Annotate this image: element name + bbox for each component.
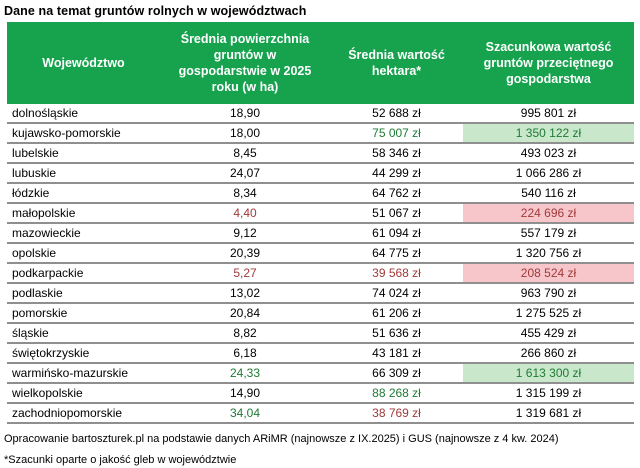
table-row: łódzkie 8,34 64 762 zł 540 116 zł xyxy=(7,183,634,204)
table-row: podlaskie 13,02 74 024 zł 963 790 zł xyxy=(7,283,634,304)
cell-wartosc-hektara: 61 206 zł xyxy=(330,303,463,324)
cell-wartosc-hektara: 43 181 zł xyxy=(330,343,463,364)
table-row: warmińsko-mazurskie 24,33 66 309 zł 1 613 3… xyxy=(7,363,634,384)
cell-wojewodztwo: śląskie xyxy=(7,323,160,344)
cell-wartosc-hektara: 44 299 zł xyxy=(330,163,463,184)
page-title: Dane na temat gruntów rolnych w wojewódz… xyxy=(4,4,307,18)
table-row: pomorskie 20,84 61 206 zł 1 275 525 zł xyxy=(7,303,634,324)
header-row: Województwo Średnia powierzchnia gruntów… xyxy=(7,22,634,104)
cell-wartosc-hektara: 75 007 zł xyxy=(330,123,463,144)
cell-wartosc-gospodarstwa: 1 350 122 zł xyxy=(463,123,634,144)
cell-wojewodztwo: zachodniopomorskie xyxy=(7,403,160,424)
cell-wartosc-hektara: 58 346 zł xyxy=(330,143,463,164)
table-row: kujawsko-pomorskie 18,00 75 007 zł 1 350 12… xyxy=(7,123,634,144)
table-row: lubelskie 8,45 58 346 zł 493 023 zł xyxy=(7,143,634,164)
cell-wartosc-hektara: 38 769 zł xyxy=(330,403,463,424)
cell-powierzchnia-ha: 9,12 xyxy=(160,223,330,244)
cell-wartosc-gospodarstwa: 1 066 286 zł xyxy=(463,163,634,184)
cell-wartosc-gospodarstwa: 963 790 zł xyxy=(463,283,634,304)
cell-wojewodztwo: małopolskie xyxy=(7,203,160,224)
column-header-srednia-wartosc-hektara: Średnia wartość hektara* xyxy=(348,47,445,78)
footnotes: Opracowanie bartoszturek.pl na podstawie… xyxy=(0,424,640,466)
cell-powierzchnia-ha: 4,40 xyxy=(160,203,330,224)
cell-wartosc-gospodarstwa: 224 696 zł xyxy=(463,203,634,224)
cell-wartosc-hektara: 51 636 zł xyxy=(330,323,463,344)
table-row: podkarpackie 5,27 39 568 zł 208 524 zł xyxy=(7,263,634,284)
source-note: Opracowanie bartoszturek.pl na podstawie… xyxy=(4,433,559,445)
cell-wartosc-hektara: 66 309 zł xyxy=(330,363,463,384)
cell-wartosc-hektara: 51 067 zł xyxy=(330,203,463,224)
cell-wartosc-gospodarstwa: 1 613 300 zł xyxy=(463,363,634,384)
column-header-szacunkowa-wartosc: Szacunkowa wartość gruntów przeciętnego … xyxy=(483,39,614,87)
cell-powierzchnia-ha: 8,34 xyxy=(160,183,330,204)
column-header-wojewodztwo: Województwo xyxy=(42,55,125,70)
cell-powierzchnia-ha: 24,07 xyxy=(160,163,330,184)
cell-wojewodztwo: wielkopolskie xyxy=(7,383,160,404)
cell-wartosc-gospodarstwa: 455 429 zł xyxy=(463,323,634,344)
table-row: dolnośląskie 18,90 52 688 zł 995 801 zł xyxy=(7,104,634,124)
data-table: Województwo Średnia powierzchnia gruntów… xyxy=(7,22,634,424)
asterisk-note: *Szacunki oparte o jakość gleb w wojewód… xyxy=(4,454,237,466)
cell-wojewodztwo: lubelskie xyxy=(7,143,160,164)
table-row: śląskie 8,82 51 636 zł 455 429 zł xyxy=(7,323,634,344)
cell-wojewodztwo: dolnośląskie xyxy=(7,104,160,124)
cell-wojewodztwo: mazowieckie xyxy=(7,223,160,244)
cell-wartosc-gospodarstwa: 557 179 zł xyxy=(463,223,634,244)
table-row: opolskie 20,39 64 775 zł 1 320 756 zł xyxy=(7,243,634,264)
cell-wartosc-gospodarstwa: 1 319 681 zł xyxy=(463,403,634,424)
cell-powierzchnia-ha: 20,39 xyxy=(160,243,330,264)
cell-wartosc-hektara: 61 094 zł xyxy=(330,223,463,244)
cell-wartosc-gospodarstwa: 1 320 756 zł xyxy=(463,243,634,264)
table-row: świętokrzyskie 6,18 43 181 zł 266 860 zł xyxy=(7,343,634,364)
cell-wartosc-hektara: 88 268 zł xyxy=(330,383,463,404)
cell-powierzchnia-ha: 5,27 xyxy=(160,263,330,284)
cell-powierzchnia-ha: 8,45 xyxy=(160,143,330,164)
cell-powierzchnia-ha: 13,02 xyxy=(160,283,330,304)
cell-wartosc-hektara: 74 024 zł xyxy=(330,283,463,304)
cell-powierzchnia-ha: 8,82 xyxy=(160,323,330,344)
cell-powierzchnia-ha: 14,90 xyxy=(160,383,330,404)
cell-wojewodztwo: łódzkie xyxy=(7,183,160,204)
table-row: wielkopolskie 14,90 88 268 zł 1 315 199 zł xyxy=(7,383,634,404)
cell-wojewodztwo: opolskie xyxy=(7,243,160,264)
cell-wojewodztwo: podlaskie xyxy=(7,283,160,304)
cell-wartosc-gospodarstwa: 540 116 zł xyxy=(463,183,634,204)
cell-wartosc-gospodarstwa: 1 275 525 zł xyxy=(463,303,634,324)
table-row: lubuskie 24,07 44 299 zł 1 066 286 zł xyxy=(7,163,634,184)
cell-powierzchnia-ha: 18,90 xyxy=(160,104,330,124)
cell-wojewodztwo: warmińsko-mazurskie xyxy=(7,363,160,384)
table-row: mazowieckie 9,12 61 094 zł 557 179 zł xyxy=(7,223,634,244)
cell-wartosc-hektara: 64 775 zł xyxy=(330,243,463,264)
cell-wojewodztwo: lubuskie xyxy=(7,163,160,184)
cell-powierzchnia-ha: 24,33 xyxy=(160,363,330,384)
column-header-srednia-powierzchnia: Średnia powierzchnia gruntów w gospodars… xyxy=(178,31,312,95)
cell-wartosc-hektara: 64 762 zł xyxy=(330,183,463,204)
table-row: małopolskie 4,40 51 067 zł 224 696 zł xyxy=(7,203,634,224)
cell-powierzchnia-ha: 34,04 xyxy=(160,403,330,424)
cell-powierzchnia-ha: 20,84 xyxy=(160,303,330,324)
table-header: Województwo Średnia powierzchnia gruntów… xyxy=(7,22,634,104)
cell-wojewodztwo: kujawsko-pomorskie xyxy=(7,123,160,144)
cell-wartosc-gospodarstwa: 995 801 zł xyxy=(463,104,634,124)
cell-wartosc-gospodarstwa: 208 524 zł xyxy=(463,263,634,284)
cell-powierzchnia-ha: 6,18 xyxy=(160,343,330,364)
cell-wartosc-gospodarstwa: 1 315 199 zł xyxy=(463,383,634,404)
cell-wojewodztwo: pomorskie xyxy=(7,303,160,324)
cell-wartosc-hektara: 52 688 zł xyxy=(330,104,463,124)
cell-wojewodztwo: podkarpackie xyxy=(7,263,160,284)
table-body: dolnośląskie 18,90 52 688 zł 995 801 zł kuja… xyxy=(7,104,634,424)
cell-wartosc-hektara: 39 568 zł xyxy=(330,263,463,284)
cell-wojewodztwo: świętokrzyskie xyxy=(7,343,160,364)
cell-powierzchnia-ha: 18,00 xyxy=(160,123,330,144)
table-row: zachodniopomorskie 34,04 38 769 zł 1 319 68… xyxy=(7,403,634,424)
cell-wartosc-gospodarstwa: 266 860 zł xyxy=(463,343,634,364)
cell-wartosc-gospodarstwa: 493 023 zł xyxy=(463,143,634,164)
